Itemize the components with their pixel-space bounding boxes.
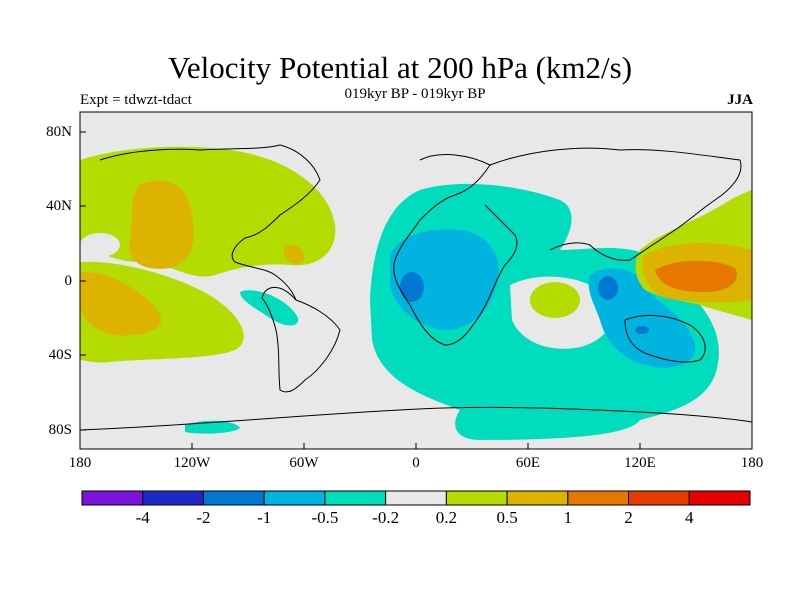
axis-ticks bbox=[80, 131, 641, 449]
colorbar-swatch bbox=[385, 490, 447, 506]
lon-label-0: 0 bbox=[412, 455, 420, 471]
blue-region-africa bbox=[390, 229, 499, 330]
colorbar-swatch bbox=[506, 490, 569, 506]
coastlines bbox=[80, 144, 752, 431]
colorbar-swatch bbox=[324, 490, 387, 506]
colorbar-label: -4 bbox=[135, 508, 150, 527]
season-label: JJA bbox=[727, 92, 753, 108]
colorbar-label: 0.5 bbox=[496, 508, 518, 527]
positive-patch-indian-ocean bbox=[530, 282, 580, 318]
teal-patch-southern bbox=[185, 420, 240, 434]
colorbar-swatch bbox=[445, 490, 508, 506]
dark-blue-core-maritime bbox=[598, 276, 618, 300]
colorbar-label: 4 bbox=[685, 508, 694, 527]
coast-north-america bbox=[99, 144, 321, 301]
orange-region-north bbox=[129, 180, 194, 269]
dark-blue-core-australia bbox=[635, 326, 649, 334]
coast-australia bbox=[624, 315, 706, 363]
lat-label-0: 0 bbox=[64, 273, 73, 289]
lat-label-80s: 80S bbox=[48, 422, 72, 438]
lon-label-180-right: 180 bbox=[740, 455, 764, 471]
colorbar-swatch bbox=[202, 490, 265, 506]
coast-antarctica bbox=[80, 406, 752, 431]
lat-label-40s: 40S bbox=[48, 347, 72, 363]
colorbar-swatch bbox=[688, 490, 751, 506]
plot-subtitle: 019kyr BP - 019kyr BP bbox=[344, 86, 486, 102]
colorbar-label: 1 bbox=[563, 508, 573, 527]
lat-label-80n: 80N bbox=[46, 124, 72, 140]
lon-label-120e: 120E bbox=[624, 455, 656, 471]
lon-label-120w: 120W bbox=[173, 455, 211, 471]
lon-label-60w: 60W bbox=[289, 455, 319, 471]
colorbar-swatch bbox=[628, 490, 690, 506]
lat-label-40n: 40N bbox=[46, 198, 72, 214]
coast-europe-africa bbox=[393, 154, 518, 346]
coast-asia bbox=[489, 147, 742, 261]
orange-region-south bbox=[80, 271, 162, 336]
colorbar-swatch bbox=[142, 490, 204, 506]
colorbar-swatch bbox=[81, 490, 144, 506]
teal-patch-atlantic bbox=[240, 290, 299, 326]
lon-label-60e: 60E bbox=[515, 455, 541, 471]
lon-label-180-left: 180 bbox=[68, 455, 92, 471]
dark-blue-core-africa bbox=[400, 272, 424, 302]
colorbar-label: -0.2 bbox=[372, 508, 400, 527]
plot-title: Velocity Potential at 200 hPa (km2/s) bbox=[167, 50, 633, 85]
orange-region-caribbean bbox=[284, 244, 305, 264]
shaded-fields bbox=[80, 146, 752, 440]
experiment-label: Expt = tdwzt-tdact bbox=[80, 92, 192, 108]
colorbar bbox=[81, 490, 751, 506]
colorbar-swatch bbox=[567, 490, 630, 506]
colorbar-swatch bbox=[263, 490, 326, 506]
neutral-patch bbox=[80, 233, 120, 257]
colorbar-label: 0.2 bbox=[435, 508, 457, 527]
colorbar-label: 2 bbox=[624, 508, 633, 527]
colorbar-label: -0.5 bbox=[311, 508, 339, 527]
colorbar-label: -2 bbox=[196, 508, 211, 527]
orange-region-west-pacific-inner bbox=[655, 260, 737, 292]
coast-south-america bbox=[261, 286, 341, 393]
colorbar-label: -1 bbox=[257, 508, 272, 527]
